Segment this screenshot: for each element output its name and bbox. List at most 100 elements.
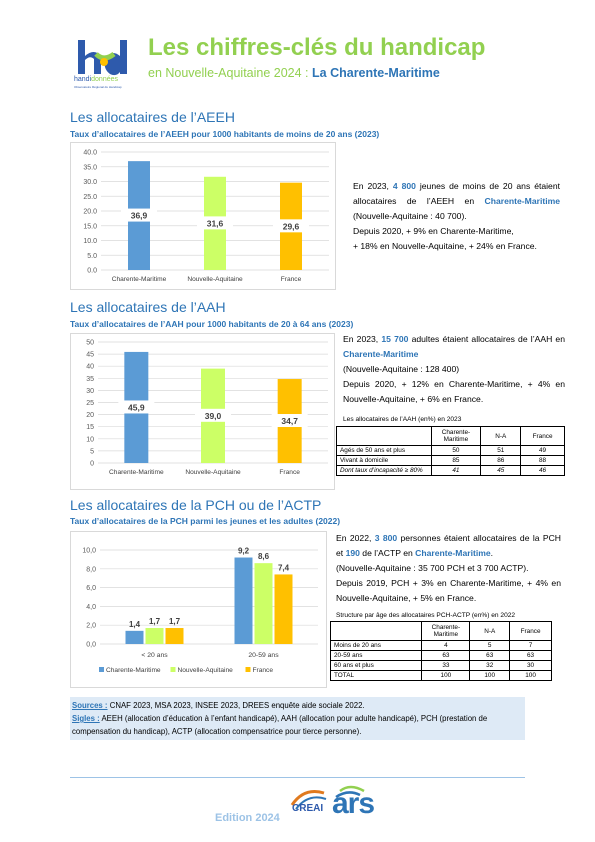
- table-row: Dont taux d’incapacité ≥ 80% 41 45 46: [336, 465, 565, 476]
- table-row: TOTAL 100 100 100: [329, 670, 552, 681]
- table-header-cell: N-A: [480, 426, 522, 446]
- table-header-row: Charente-Maritime N-A France: [329, 621, 552, 641]
- table-cell: 4: [421, 640, 471, 651]
- aeeh-paragraph: En 2023, 4 800 jeunes de moins de 20 ans…: [353, 181, 560, 251]
- category-label: < 20 ans: [141, 652, 168, 659]
- table-row: Agés de 50 ans et plus 50 51 49: [336, 445, 565, 456]
- aeeh-subheading: Taux d’allocataires de l’AEEH pour 1000 …: [70, 129, 380, 139]
- y-tick-label: 10.0: [83, 238, 97, 245]
- category-label: Nouvelle-Aquitaine: [187, 276, 243, 283]
- legend-swatch: [99, 667, 104, 672]
- pch-paragraph: En 2022, 3 800 personnes étaient allocat…: [336, 533, 562, 603]
- legend-swatch: [170, 667, 176, 672]
- y-tick-label: 0: [90, 461, 94, 468]
- table-row: Moins de 20 ans 4 5 7: [329, 640, 552, 651]
- aah-heading: Les allocataires de l’AAH: [70, 299, 226, 315]
- data-label: 29,6: [283, 221, 300, 231]
- y-tick-label: 20.0: [83, 209, 97, 216]
- table-header-cell: Charente-Maritime: [421, 621, 471, 641]
- y-tick-label: 40.0: [83, 150, 97, 157]
- y-tick-label: 40: [86, 364, 94, 371]
- y-tick-label: 35: [86, 376, 94, 383]
- table-cell: 46: [520, 465, 565, 476]
- table-cell: Vivant à domicile: [336, 455, 432, 466]
- table-cell: 33: [421, 660, 471, 671]
- category-label: France: [279, 469, 300, 476]
- creai-ars-logo: CREAI ars: [288, 785, 388, 830]
- legend-swatch: [245, 667, 251, 672]
- table-row: Vivant à domicile 85 86 88: [336, 455, 565, 466]
- logo-wordmark: handidonnées: [74, 76, 118, 83]
- y-tick-label: 4,0: [86, 604, 96, 611]
- table-cell: 7: [509, 640, 552, 651]
- aah-chart-svg: 0 5 10 15 20 25 30 35 40 45 50 45,9 Charente-Maritim…: [86, 340, 328, 476]
- subtitle-department: La Charente-Maritime: [312, 66, 440, 80]
- table-header-cell: N-A: [469, 621, 511, 641]
- aah-table-caption: Les allocataires de l’AAH (en%) en 2023: [343, 416, 462, 423]
- table-header-cell: France: [509, 621, 552, 641]
- table-header-row: Charente-Maritime N-A France: [336, 426, 565, 446]
- aah-subheading: Taux d’allocataires de l’AAH pour 1000 h…: [70, 319, 354, 329]
- subtitle-prefix: en Nouvelle-Aquitaine 2024 :: [148, 66, 313, 80]
- bar: [145, 628, 164, 644]
- y-tick-label: 6,0: [86, 585, 96, 592]
- page-subtitle: en Nouvelle-Aquitaine 2024 : La Charente…: [148, 66, 440, 80]
- data-label: 36,9: [131, 211, 148, 221]
- table-cell: 20-59 ans: [329, 650, 423, 661]
- y-tick-label: 20: [86, 412, 94, 419]
- table-cell: 5: [469, 640, 511, 651]
- aeeh-chart: 0.0 5.0 10.0 15.0 20.0 25.0 30.0 35.0 40.0 36,9 Ch…: [70, 142, 336, 290]
- pch-heading: Les allocataires de la PCH ou de l’ACTP: [70, 497, 322, 513]
- data-label: 39,0: [205, 411, 222, 421]
- data-label: 1,7: [149, 617, 161, 626]
- data-label: 1,7: [169, 617, 181, 626]
- table-cell: Agés de 50 ans et plus: [336, 445, 432, 456]
- creai-ars-logo-mark: [290, 785, 365, 810]
- data-label: 31,6: [207, 218, 224, 228]
- category-label: France: [281, 276, 302, 283]
- table-cell: 49: [520, 445, 565, 456]
- category-label: Charente-Maritime: [112, 276, 167, 283]
- data-label-bg: [121, 208, 157, 222]
- table-cell: 63: [421, 650, 471, 661]
- pch-chart-svg: 0,0 2,0 4,0 6,0 8,0 10,0 1,4 1,7 1,7 < 20 ans 9,2 8…: [82, 547, 318, 674]
- edition-label: Edition 2024: [215, 812, 280, 824]
- sources-box: Sources : CNAF 2023, MSA 2023, INSEE 202…: [70, 697, 525, 740]
- pch-table-wrap: Charente-Maritime N-A France Moins de 20 an…: [329, 621, 552, 681]
- pch-table-caption: Structure par âge des allocataires PCH-A…: [336, 612, 516, 619]
- y-tick-label: 0,0: [86, 642, 96, 649]
- page-title: Les chiffres-clés du handicap: [148, 34, 486, 61]
- table-cell: 100: [509, 670, 552, 681]
- table-cell: 88: [520, 455, 565, 466]
- aeeh-chart-svg: 0.0 5.0 10.0 15.0 20.0 25.0 30.0 35.0 40.0 36,9 Ch…: [83, 150, 329, 283]
- logo-tagline: Observatoire Régional du Handicap: [74, 85, 122, 89]
- data-label-bg: [271, 414, 308, 428]
- table-header-cell: France: [520, 426, 565, 446]
- table-cell: 86: [480, 455, 522, 466]
- data-label: 45,9: [128, 402, 145, 412]
- table-cell: 63: [469, 650, 511, 661]
- data-label: 9,2: [238, 547, 250, 556]
- y-tick-label: 8,0: [86, 566, 96, 573]
- bar: [165, 628, 184, 644]
- aah-table-wrap: Charente-Maritime N-A France Agés de 50 ans…: [336, 426, 565, 476]
- category-label: 20-59 ans: [248, 652, 279, 659]
- y-tick-label: 25.0: [83, 194, 97, 201]
- table-cell: 100: [421, 670, 471, 681]
- legend-label: France: [253, 667, 274, 674]
- table-cell: 32: [469, 660, 511, 671]
- table-cell: 30: [509, 660, 552, 671]
- aah-table: Charente-Maritime N-A France Agés de 50 ans…: [336, 426, 565, 476]
- bar: [274, 574, 293, 644]
- y-tick-label: 5: [90, 448, 94, 455]
- y-tick-label: 0.0: [87, 268, 97, 275]
- data-label: 1,4: [129, 620, 141, 629]
- y-tick-label: 10: [86, 436, 94, 443]
- aeeh-heading: Les allocataires de l’AEEH: [70, 109, 235, 125]
- data-label-bg: [118, 400, 155, 414]
- y-tick-label: 45: [86, 352, 94, 359]
- table-cell: 85: [430, 455, 482, 466]
- bar: [254, 563, 273, 644]
- aah-paragraph: En 2023, 15 700 adultes étaient allocata…: [343, 334, 565, 404]
- bar: [234, 557, 253, 644]
